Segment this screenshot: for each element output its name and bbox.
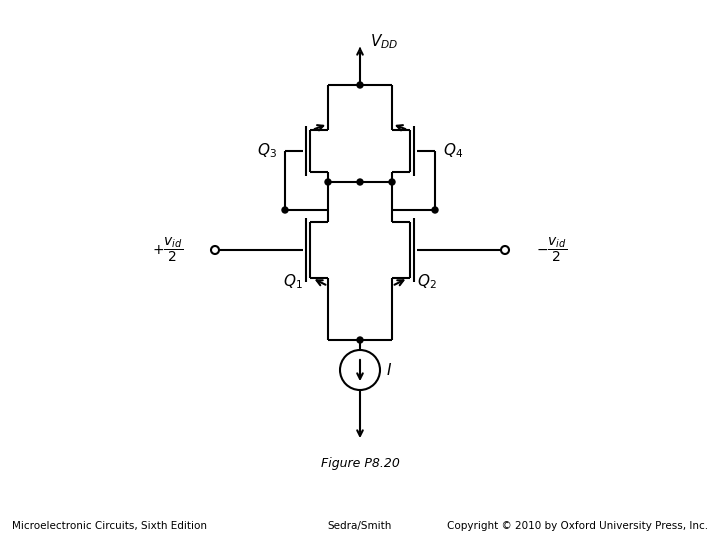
Text: Copyright © 2010 by Oxford University Press, Inc.: Copyright © 2010 by Oxford University Pr… bbox=[447, 521, 708, 531]
Text: $Q_4$: $Q_4$ bbox=[443, 141, 463, 160]
Circle shape bbox=[357, 82, 363, 88]
Text: $V_{DD}$: $V_{DD}$ bbox=[370, 32, 398, 51]
Text: $Q_2$: $Q_2$ bbox=[418, 272, 437, 291]
Text: $Q_1$: $Q_1$ bbox=[283, 272, 302, 291]
Text: Sedra/Smith: Sedra/Smith bbox=[328, 521, 392, 531]
Text: $+\dfrac{v_{id}}{2}$: $+\dfrac{v_{id}}{2}$ bbox=[153, 235, 184, 265]
Circle shape bbox=[282, 207, 288, 213]
Text: Figure P8.20: Figure P8.20 bbox=[320, 457, 400, 470]
Circle shape bbox=[325, 179, 331, 185]
Circle shape bbox=[357, 337, 363, 343]
Circle shape bbox=[432, 207, 438, 213]
Circle shape bbox=[389, 179, 395, 185]
Text: $I$: $I$ bbox=[386, 362, 392, 378]
Text: $Q_3$: $Q_3$ bbox=[257, 141, 277, 160]
Circle shape bbox=[357, 179, 363, 185]
Text: Microelectronic Circuits, Sixth Edition: Microelectronic Circuits, Sixth Edition bbox=[12, 521, 207, 531]
Text: $-\dfrac{v_{id}}{2}$: $-\dfrac{v_{id}}{2}$ bbox=[536, 235, 567, 265]
